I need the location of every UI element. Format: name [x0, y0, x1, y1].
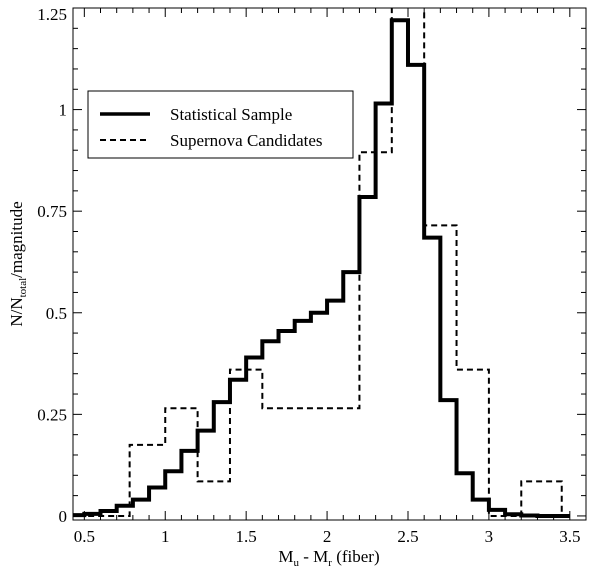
plot-frame [72, 7, 587, 521]
series-supernova-candidates [73, 8, 563, 517]
legend-label-statistical-sample: Statistical Sample [170, 105, 292, 124]
x-axis-label-sub2: r [328, 557, 332, 569]
x-tick-label: 3 [485, 527, 494, 546]
axis-ticks [73, 7, 586, 520]
x-axis-label-mid: - M [299, 547, 328, 566]
y-tick-label: 0.25 [37, 405, 67, 424]
x-axis-label-sub1: u [294, 557, 300, 569]
y-tick-label: 1 [59, 101, 68, 120]
x-tick-label: 1 [161, 527, 170, 546]
legend: Statistical Sample Supernova Candidates [87, 90, 354, 159]
histogram-series [73, 8, 570, 518]
x-tick-label: 2 [323, 527, 332, 546]
x-axis-label-main: M [278, 547, 293, 566]
y-tick-label: 0.5 [46, 304, 67, 323]
x-tick-label: 1.5 [236, 527, 257, 546]
y-axis-label: N/Ntotal/magnitude [7, 201, 29, 326]
y-tick-label: 0 [59, 507, 68, 526]
legend-label-supernova-candidates: Supernova Candidates [170, 131, 323, 150]
x-tick-label: 2.5 [397, 527, 418, 546]
y-axis-label-sub: total [17, 278, 29, 298]
y-tick-label: 1.25 [37, 5, 67, 24]
x-axis-label: Mu - Mr (fiber) [278, 547, 379, 569]
x-axis-label-tail: (fiber) [332, 547, 380, 566]
legend-box [87, 90, 354, 159]
y-tick-label: 0.75 [37, 202, 67, 221]
x-tick-label: 0.5 [74, 527, 95, 546]
series-statistical-sample [73, 18, 570, 518]
y-axis-label-main: N/N [7, 297, 26, 326]
y-axis-label-tail: /magnitude [7, 201, 26, 277]
x-tick-label: 3.5 [559, 527, 580, 546]
x-tick-labels: 0.5 1 1.5 2 2.5 3 3.5 [74, 527, 581, 546]
y-tick-labels: 0 0.25 0.5 0.75 1 1.25 [37, 5, 67, 526]
